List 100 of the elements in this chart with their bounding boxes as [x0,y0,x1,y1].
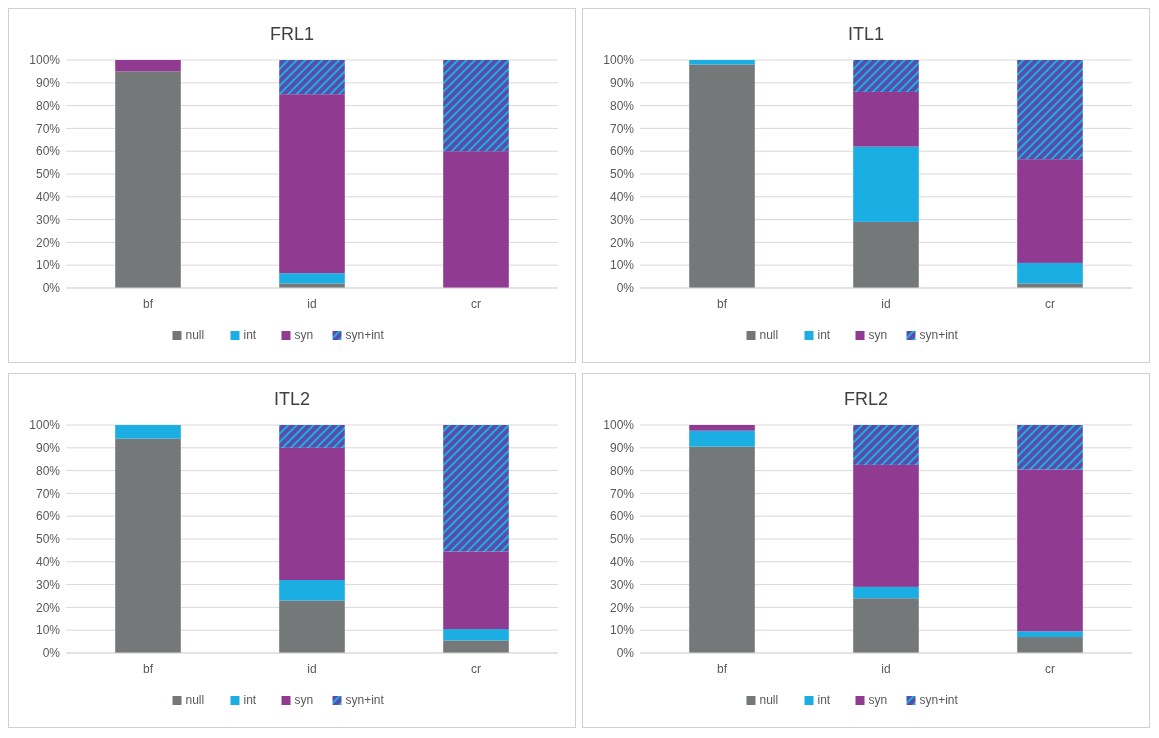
y-tick-label: 100% [29,418,61,433]
legend-label: syn [294,328,314,343]
bar [689,64,755,288]
x-tick-label: id [307,297,317,311]
bar [279,60,345,95]
x-tick-label: bf [716,297,728,311]
bar [853,221,919,288]
bar [853,598,919,653]
y-tick-label: 30% [609,212,635,227]
legend-label: syn [868,693,888,708]
y-tick-label: 10% [35,258,61,273]
bar [853,425,919,465]
chart-title: FRL2 [843,389,889,409]
bar [1017,60,1083,160]
legend-label: int [243,693,257,708]
legend-label: int [817,328,831,343]
y-tick-label: 80% [609,98,635,113]
bar [279,580,345,601]
x-tick-label: cr [471,662,481,676]
bar [689,425,755,431]
bar [443,640,509,653]
x-tick-label: id [881,297,891,311]
bar [689,60,755,65]
y-tick-label: 50% [35,167,61,182]
y-tick-label: 50% [609,167,635,182]
bar [443,629,509,641]
legend-label: null [759,693,779,708]
y-tick-label: 20% [35,600,61,615]
y-tick-label: 60% [35,509,61,524]
x-tick-label: bf [716,662,728,676]
y-tick-label: 20% [609,600,635,615]
legend-label: null [185,328,205,343]
y-tick-label: 30% [35,577,61,592]
x-tick-label: bf [142,662,154,676]
y-tick-label: 0% [42,281,61,296]
y-tick-label: 80% [609,463,635,478]
y-tick-label: 100% [603,53,635,68]
legend-label: null [759,328,779,343]
y-tick-label: 40% [609,555,635,569]
y-tick-label: 70% [609,486,635,501]
bar [853,91,919,147]
y-tick-label: 80% [35,98,61,113]
y-tick-label: 10% [609,623,635,638]
bar [115,438,181,653]
y-tick-label: 40% [35,190,61,204]
legend-label: syn+int [919,328,959,343]
bar [279,273,345,284]
y-tick-label: 50% [35,532,61,547]
y-tick-label: 90% [609,441,635,455]
bar [443,551,509,630]
x-tick-label: id [881,662,891,676]
x-tick-label: id [307,662,317,676]
bar [279,600,345,653]
chart-title: ITL2 [273,389,311,409]
bar [443,60,509,152]
bar [689,446,755,653]
y-tick-label: 0% [616,646,635,661]
y-tick-label: 60% [35,144,61,159]
bar [1017,631,1083,638]
bar [279,447,345,581]
y-tick-label: 10% [35,623,61,638]
legend-label: syn+int [345,328,385,343]
legend-label: syn [294,693,314,708]
y-tick-label: 60% [609,144,635,159]
x-tick-label: cr [1045,662,1055,676]
y-tick-label: 90% [35,76,61,90]
legend-label: int [817,693,831,708]
y-tick-label: 20% [35,235,61,250]
y-tick-label: 30% [609,577,635,592]
bar [115,60,181,72]
bar [443,425,509,552]
legend-label: null [185,693,205,708]
bar [853,146,919,222]
y-tick-label: 60% [609,509,635,524]
bar [853,60,919,92]
y-tick-label: 20% [609,235,635,250]
y-tick-label: 70% [35,121,61,136]
bar [1017,637,1083,653]
y-tick-label: 70% [609,121,635,136]
bar [279,425,345,448]
legend-label: syn+int [345,693,385,708]
y-tick-label: 0% [42,646,61,661]
bar [853,586,919,599]
y-tick-label: 40% [35,555,61,569]
y-tick-label: 100% [603,418,635,433]
y-tick-label: 90% [35,441,61,455]
x-tick-label: cr [471,297,481,311]
y-tick-label: 10% [609,258,635,273]
bar [443,151,509,288]
bar [1017,159,1083,263]
y-tick-label: 50% [609,532,635,547]
y-tick-label: 0% [616,281,635,296]
y-tick-label: 30% [35,212,61,227]
chart-title: FRL1 [269,24,315,44]
legend-label: syn+int [919,693,959,708]
y-tick-label: 100% [29,53,61,68]
bar [1017,262,1083,284]
bar [279,94,345,274]
y-tick-label: 70% [35,486,61,501]
y-tick-label: 40% [609,190,635,204]
